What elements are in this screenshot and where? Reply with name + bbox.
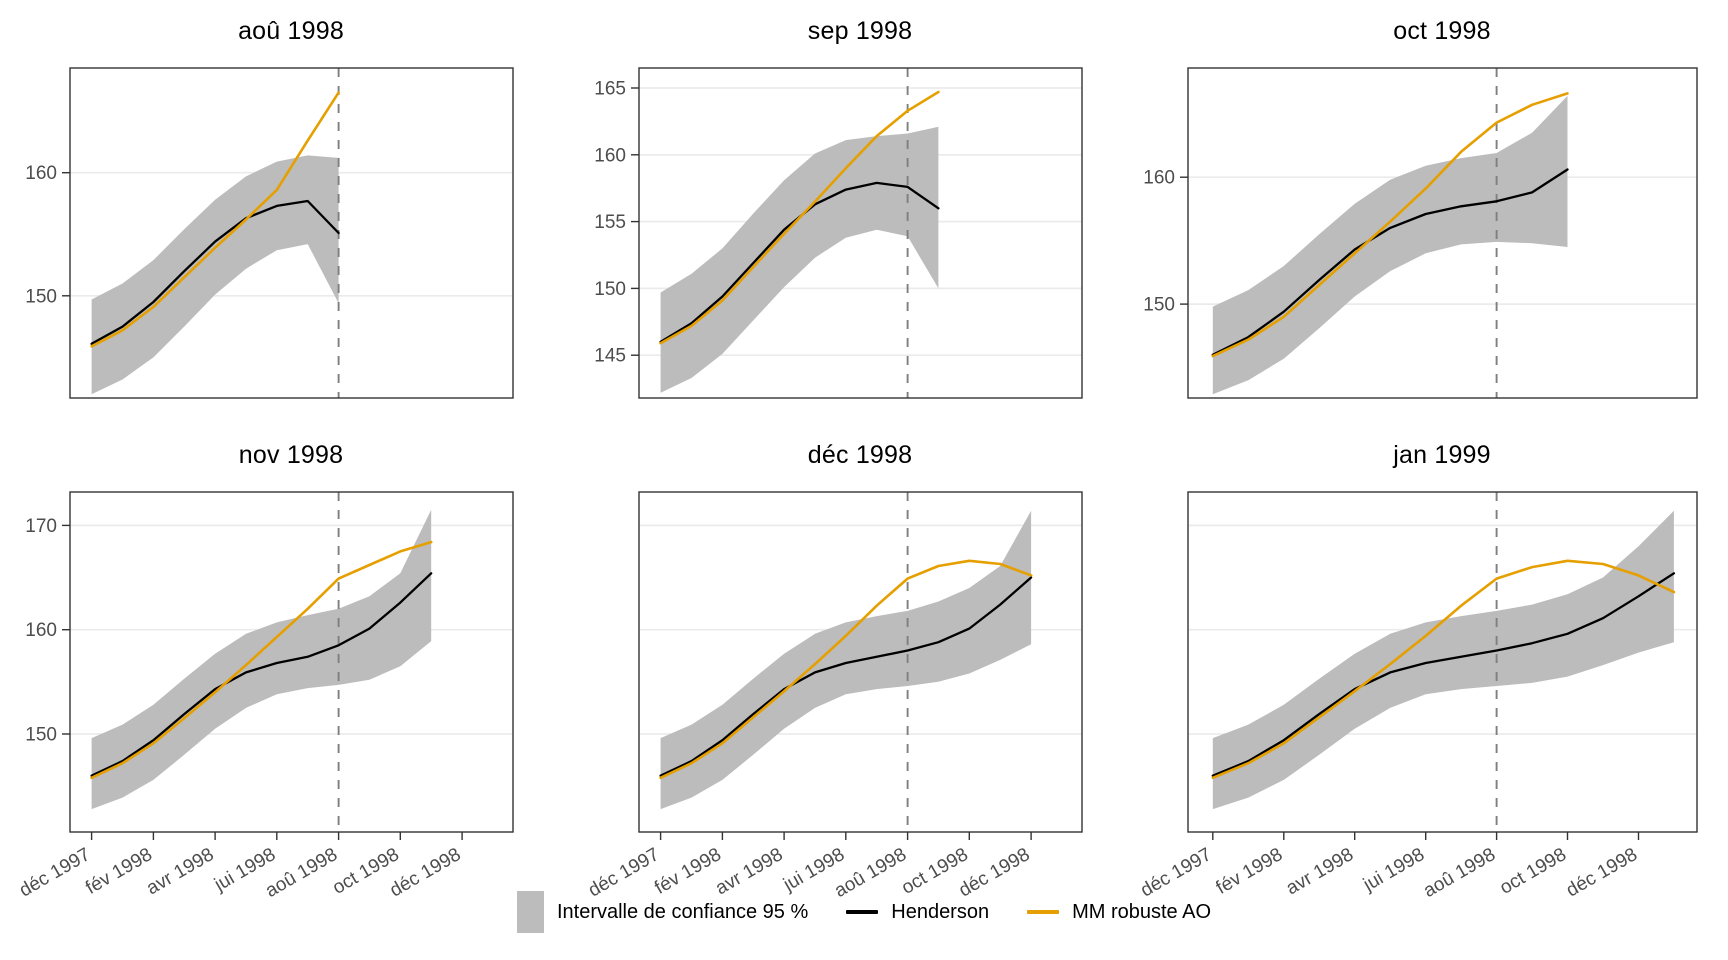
panel-border xyxy=(1187,67,1698,399)
legend-item-confidence-band: Intervalle de confiance 95 % xyxy=(516,891,809,933)
mm-robuste-line xyxy=(1211,559,1676,780)
y-tick-label: 150 xyxy=(594,279,626,300)
panel-title-aou-1998: aoû 1998 xyxy=(238,17,344,45)
henderson-line-swatch xyxy=(846,910,879,914)
henderson-label: Henderson xyxy=(891,900,990,923)
y-tick-label: 160 xyxy=(25,163,57,184)
confidence-band xyxy=(91,155,339,395)
confidence-band xyxy=(91,509,432,810)
henderson-line xyxy=(1211,168,1569,356)
legend-item-mm-robuste: MM robuste AO xyxy=(1027,901,1211,924)
panel-title-oct-1998: oct 1998 xyxy=(1393,17,1491,45)
confidence-band xyxy=(660,510,1032,810)
henderson-line xyxy=(659,576,1033,777)
panel-border xyxy=(1187,491,1698,833)
legend-item-henderson: Henderson xyxy=(846,901,989,924)
henderson-line xyxy=(90,199,340,345)
panel-border xyxy=(638,491,1083,833)
panel-border xyxy=(69,491,514,833)
confidence-band-label: Intervalle de confiance 95 % xyxy=(556,900,809,923)
mm-robuste-line xyxy=(659,90,940,345)
y-tick-label: 150 xyxy=(1143,295,1175,316)
mm-robuste-line xyxy=(90,91,340,348)
x-tick-label: jui 1998 xyxy=(1359,844,1428,896)
panel-title-jan-1999: jan 1999 xyxy=(1393,441,1491,469)
y-tick-label: 145 xyxy=(594,346,626,367)
confidence-band-swatch xyxy=(516,891,544,933)
confidence-band xyxy=(1212,95,1568,395)
panel-plot-oct-1998: 150 160 xyxy=(1143,67,1698,399)
mm-robuste-line-swatch xyxy=(1027,910,1060,914)
henderson-line xyxy=(90,572,433,777)
legend: Intervalle de confiance 95 % Henderson M… xyxy=(0,891,1728,933)
confidence-band xyxy=(660,126,939,393)
y-tick-label: 170 xyxy=(25,516,57,537)
panel-plot-aou-1998: 150 160 xyxy=(25,67,514,399)
panel-border xyxy=(638,67,1083,399)
henderson-line xyxy=(1211,572,1676,777)
panel-title-sep-1998: sep 1998 xyxy=(807,17,913,45)
y-tick-label: 160 xyxy=(594,145,626,166)
mm-robuste-line xyxy=(90,540,433,780)
panel-title-dec-1998: déc 1998 xyxy=(807,441,913,469)
mm-robuste-line xyxy=(659,559,1033,780)
y-tick-label: 150 xyxy=(25,286,57,307)
y-tick-label: 150 xyxy=(25,724,57,745)
mm-robuste-label: MM robuste AO xyxy=(1072,900,1212,923)
panel-border xyxy=(69,67,514,399)
panel-plot-sep-1998: 145 150 155 160 165 xyxy=(594,67,1083,399)
panel-title-nov-1998: nov 1998 xyxy=(238,441,344,469)
y-tick-label: 155 xyxy=(594,212,626,233)
y-tick-label: 160 xyxy=(25,620,57,641)
y-tick-label: 165 xyxy=(594,78,626,99)
y-tick-label: 160 xyxy=(1143,168,1175,189)
mm-robuste-line xyxy=(1211,92,1569,358)
